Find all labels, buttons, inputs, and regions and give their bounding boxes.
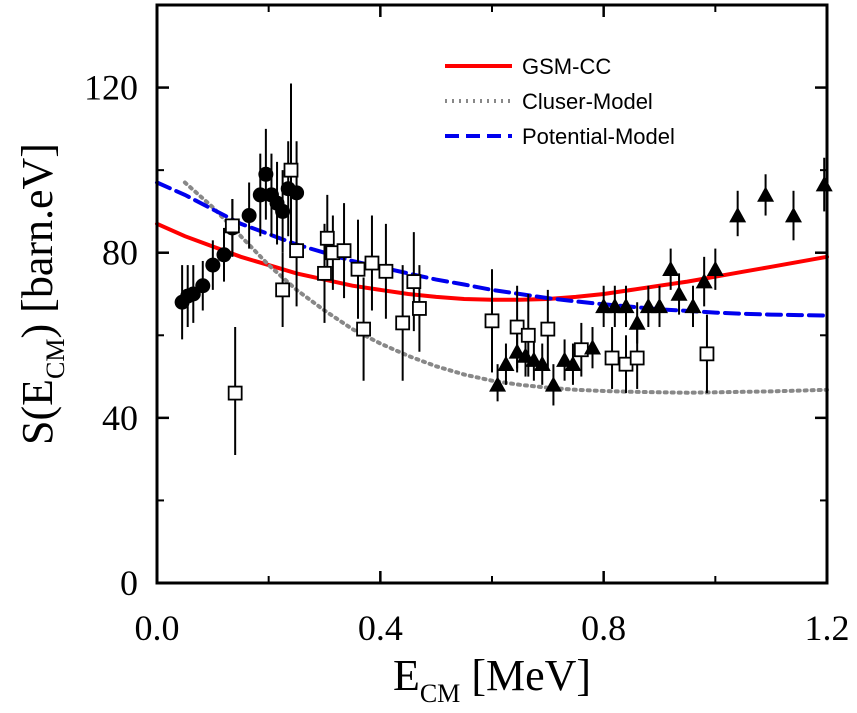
data-point-triangle xyxy=(533,355,551,371)
data-point-triangle xyxy=(517,347,534,363)
y-axis-label: S(ECM) [barn.eV] xyxy=(13,143,70,445)
data-point-square xyxy=(224,218,240,234)
x-tick-label: 0.4 xyxy=(358,608,403,648)
x-tick-label: 0.0 xyxy=(135,608,180,648)
data-point-square xyxy=(629,350,645,366)
x-tick-label: 1.2 xyxy=(805,608,850,648)
data-point-circle xyxy=(241,208,257,224)
data-point-square xyxy=(356,321,371,337)
data-point-square xyxy=(364,255,380,271)
data-point-square xyxy=(412,301,427,316)
y-tick-label: 120 xyxy=(84,68,138,108)
data-point-triangle xyxy=(606,297,624,314)
data-point-triangle xyxy=(564,355,582,371)
data-point-square xyxy=(509,319,525,335)
data-point-square xyxy=(395,315,411,331)
data-point-square xyxy=(406,274,422,290)
data-point-square xyxy=(227,385,243,401)
data-point-triangle xyxy=(757,186,775,202)
legend-label-2: Cluser-Model xyxy=(522,89,653,114)
y-axis-label-main: S(E xyxy=(13,379,62,445)
data-point-circle xyxy=(216,247,232,263)
data-point-square xyxy=(319,230,335,246)
legend-label-3: Potential-Model xyxy=(522,124,675,149)
data-point-circle xyxy=(275,203,291,219)
data-point-square xyxy=(520,327,536,343)
x-tick-label: 0.8 xyxy=(581,608,626,648)
data-point-triangle xyxy=(684,297,702,314)
data-point-circle xyxy=(195,278,211,294)
data-point-circle xyxy=(205,257,221,273)
data-point-triangle xyxy=(651,297,668,314)
legend-label-1: GSM-CC xyxy=(522,54,611,79)
y-tick-label: 0 xyxy=(120,563,138,603)
data-point-triangle xyxy=(544,376,562,392)
data-point-triangle xyxy=(525,351,543,367)
data-point-triangle xyxy=(785,207,802,223)
data-point-triangle xyxy=(706,260,724,277)
data-point-square xyxy=(289,243,304,259)
data-point-triangle xyxy=(497,355,515,371)
data-point-square xyxy=(275,282,291,298)
data-markers xyxy=(174,162,833,401)
data-point-triangle xyxy=(595,297,613,314)
x-axis-label: ECM [MeV] xyxy=(393,651,591,708)
data-point-triangle xyxy=(584,339,601,355)
data-point-triangle xyxy=(508,343,526,359)
x-axis-label-rest: [MeV] xyxy=(460,651,591,700)
data-point-square xyxy=(604,350,620,366)
data-point-square xyxy=(283,162,299,178)
data-point-triangle xyxy=(729,207,747,223)
data-point-square xyxy=(317,265,332,281)
data-point-square xyxy=(699,346,715,362)
y-axis-label-rest: ) [barn.eV] xyxy=(13,143,62,338)
data-point-square xyxy=(336,243,352,259)
data-point-square xyxy=(350,261,366,277)
data-point-square xyxy=(484,313,500,329)
data-point-triangle xyxy=(670,285,688,301)
data-point-triangle xyxy=(489,376,507,392)
data-point-triangle xyxy=(556,351,574,367)
data-point-square xyxy=(540,321,556,337)
legend: GSM-CC Cluser-Model Potential-Model xyxy=(445,54,675,149)
x-axis-label-sub: CM xyxy=(420,679,460,708)
curve-3 xyxy=(155,180,829,318)
data-point-circle xyxy=(252,187,268,203)
data-point-triangle xyxy=(639,297,657,314)
y-tick-label: 80 xyxy=(102,233,138,273)
data-point-triangle xyxy=(628,314,646,330)
y-tick-label: 40 xyxy=(102,398,138,438)
plot-frame xyxy=(155,3,829,585)
data-point-circle xyxy=(258,166,274,182)
y-axis-label-sub: CM xyxy=(41,338,70,378)
data-point-circle xyxy=(289,185,305,201)
x-axis-label-main: E xyxy=(393,651,420,700)
data-point-triangle xyxy=(617,297,635,314)
data-point-triangle xyxy=(695,273,713,289)
data-point-square xyxy=(378,263,394,279)
data-point-triangle xyxy=(662,260,680,277)
